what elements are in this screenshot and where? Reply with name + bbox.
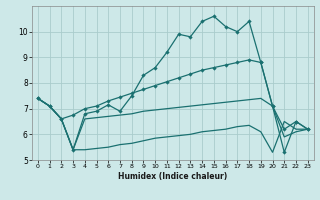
X-axis label: Humidex (Indice chaleur): Humidex (Indice chaleur) <box>118 172 228 181</box>
